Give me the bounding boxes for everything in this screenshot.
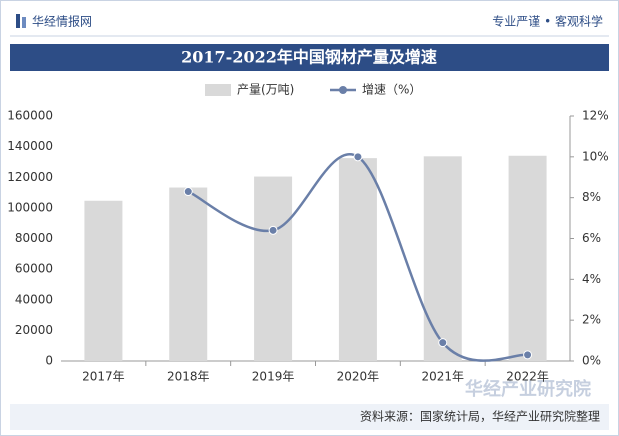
- brand: 华经情报网: [32, 14, 92, 29]
- source-bar: [10, 404, 609, 430]
- logo-icon: [16, 14, 20, 28]
- y-tick-label: 40000: [15, 292, 53, 306]
- y-tick-label: 60000: [15, 262, 53, 276]
- x-tick-label: 2021年: [421, 370, 464, 384]
- y2-tick-label: 8%: [582, 190, 601, 204]
- title-bar: [10, 44, 609, 71]
- y-tick-label: 80000: [15, 231, 53, 245]
- y-tick-label: 100000: [7, 200, 53, 214]
- y2-tick-label: 4%: [582, 272, 601, 286]
- chart-title: 2017-2022年中国钢材产量及增速: [181, 48, 437, 67]
- y-tick-label: 140000: [7, 139, 53, 153]
- y2-tick-label: 12%: [582, 109, 609, 123]
- source: 资料来源：国家统计局，华经产业研究院整理: [360, 409, 600, 424]
- x-tick-label: 2020年: [337, 370, 380, 384]
- y-tick-label: 120000: [7, 170, 53, 184]
- line-point: [438, 338, 448, 348]
- y2-tick-label: 6%: [582, 231, 601, 245]
- x-tick-label: 2019年: [252, 370, 295, 384]
- line-point: [523, 350, 533, 360]
- legend-label: 产量(万吨): [237, 83, 294, 97]
- bar: [338, 158, 377, 361]
- legend-swatch: [205, 84, 231, 96]
- y2-tick-label: 2%: [582, 313, 601, 327]
- y-tick-label: 20000: [15, 323, 53, 337]
- bar: [508, 155, 547, 361]
- y-tick-label: 160000: [7, 109, 53, 123]
- bar: [84, 200, 123, 361]
- line-point: [268, 225, 278, 235]
- x-tick-label: 2018年: [167, 370, 210, 384]
- x-tick-label: 2022年: [506, 370, 549, 384]
- bar: [423, 156, 462, 361]
- bar: [169, 187, 208, 361]
- line-point: [353, 152, 363, 162]
- legend-label: 增速（%）: [362, 83, 421, 97]
- bar: [254, 176, 293, 361]
- line-point: [183, 187, 193, 197]
- slogan: 专业严谨 • 客观科学: [492, 14, 603, 29]
- x-tick-label: 2017年: [82, 370, 125, 384]
- logo-watermark: 华经产业研究院: [465, 378, 591, 400]
- y-tick-label: 0: [45, 354, 53, 368]
- y2-tick-label: 0%: [582, 354, 601, 368]
- legend-swatch: [339, 86, 347, 94]
- y2-tick-label: 10%: [582, 149, 609, 163]
- logo-icon: [22, 17, 26, 28]
